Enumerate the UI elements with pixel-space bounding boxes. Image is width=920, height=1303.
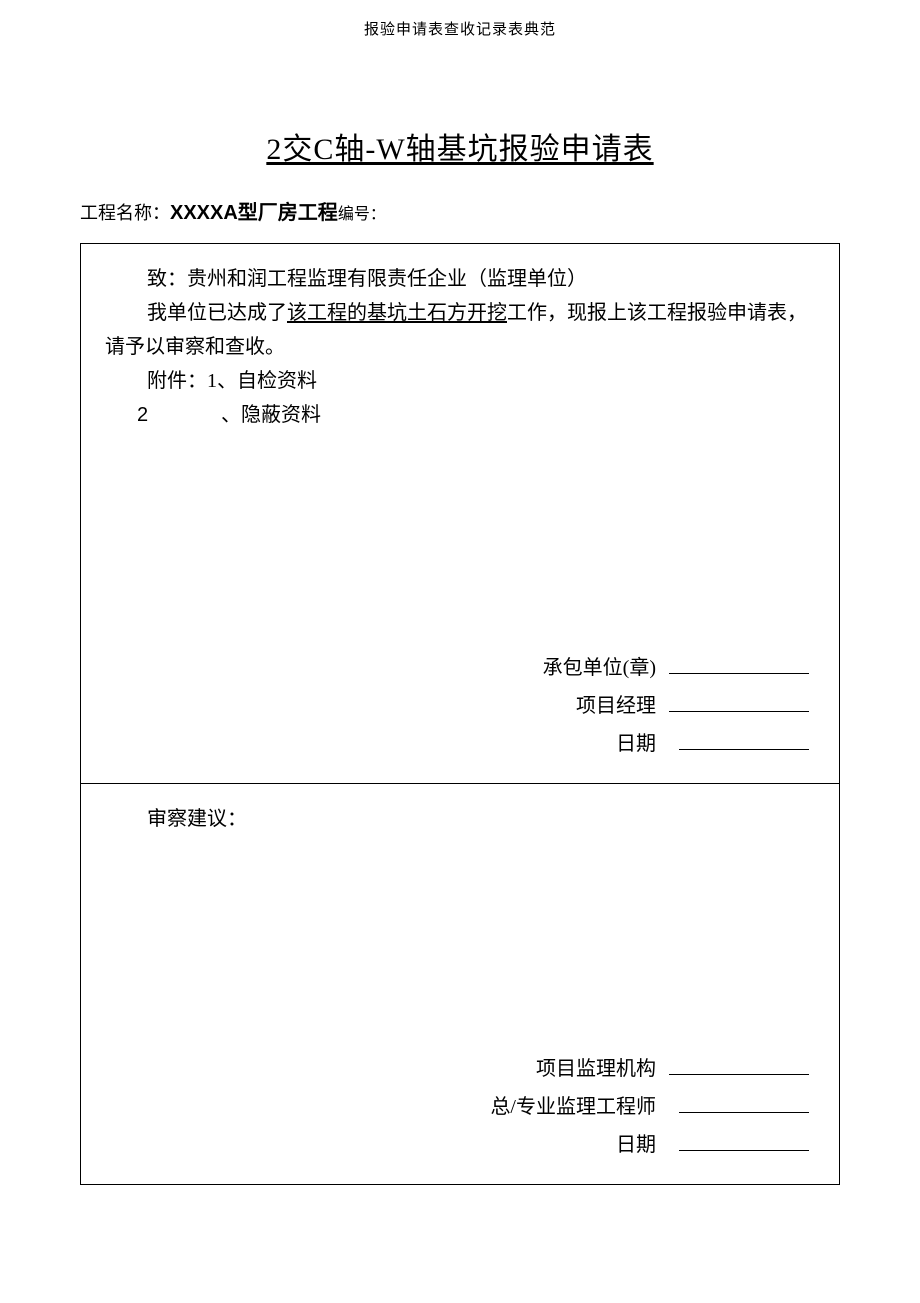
applicant-date-row: 日期: [543, 725, 809, 763]
supervision-engineer-label: 总/专业监理工程师: [490, 1088, 656, 1126]
review-date-line: [679, 1133, 809, 1151]
project-name-label: 工程名称：: [80, 203, 170, 223]
applicant-date-label: 日期: [616, 725, 656, 763]
review-date-row: 日期: [490, 1126, 809, 1164]
applicant-date-line: [679, 732, 809, 750]
attachment-2-text: 、隐蔽资料: [221, 404, 321, 426]
form-box: 致：贵州和润工程监理有限责任企业（监理单位） 我单位已达成了该工程的基坑土石方开…: [80, 243, 840, 1185]
contractor-unit-label: 承包单位(章): [543, 649, 656, 687]
contractor-unit-line: [669, 656, 809, 674]
page-header: 报验申请表查收记录表典范: [0, 0, 920, 39]
project-line: 工程名称：XXXXA型厂房工程编号：: [80, 196, 920, 225]
review-cell: 审察建议： 项目监理机构 总/专业监理工程师 日期: [81, 784, 839, 1184]
title-text: 2交C轴-W轴基坑报验申请表: [266, 133, 653, 166]
project-name-value: XXXXA型厂房工程: [170, 202, 338, 224]
supervision-org-label: 项目监理机构: [536, 1050, 656, 1088]
review-date-label: 日期: [616, 1126, 656, 1164]
project-manager-row: 项目经理: [543, 687, 809, 725]
to-line: 致：贵州和润工程监理有限责任企业（监理单位）: [105, 262, 815, 296]
page: 报验申请表查收记录表典范 2交C轴-W轴基坑报验申请表 工程名称：XXXXA型厂…: [0, 0, 920, 1185]
applicant-cell: 致：贵州和润工程监理有限责任企业（监理单位） 我单位已达成了该工程的基坑土石方开…: [81, 244, 839, 784]
review-label: 审察建议：: [147, 802, 815, 836]
supervision-engineer-line: [679, 1095, 809, 1113]
document-title: 2交C轴-W轴基坑报验申请表: [0, 124, 920, 168]
body-text: 我单位已达成了该工程的基坑土石方开挖工作，现报上该工程报验申请表，请予以审察和查…: [105, 296, 815, 364]
review-sign-block: 项目监理机构 总/专业监理工程师 日期: [490, 1050, 809, 1164]
attachment-2: 2、隐蔽资料: [137, 398, 815, 432]
applicant-sign-block: 承包单位(章) 项目经理 日期: [543, 649, 809, 763]
contractor-unit-row: 承包单位(章): [543, 649, 809, 687]
supervision-engineer-row: 总/专业监理工程师: [490, 1088, 809, 1126]
project-manager-line: [669, 694, 809, 712]
supervision-org-row: 项目监理机构: [490, 1050, 809, 1088]
supervision-org-line: [669, 1057, 809, 1075]
attachment-2-num: 2: [137, 398, 221, 432]
project-manager-label: 项目经理: [576, 687, 656, 725]
serial-label: 编号：: [338, 206, 386, 223]
body-pre: 我单位已达成了: [147, 302, 287, 324]
attachment-1: 附件：1、自检资料: [147, 364, 815, 398]
body-underline: 该工程的基坑土石方开挖: [287, 302, 507, 324]
